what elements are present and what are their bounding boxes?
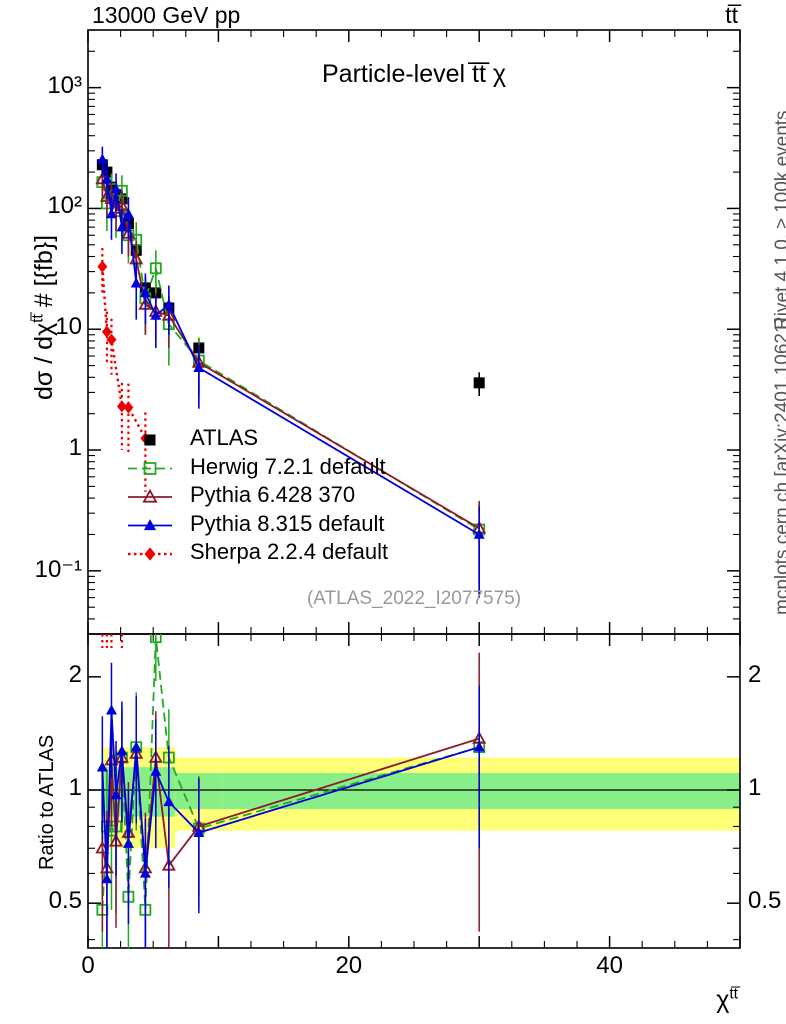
marker-triangle-filled: [110, 183, 122, 194]
marker-triangle-filled: [150, 765, 162, 776]
marker-triangle-filled: [150, 309, 162, 320]
marker-triangle-filled: [101, 173, 113, 184]
ratio-series-sherpa-offscale: [101, 634, 124, 648]
marker-square-filled: [473, 377, 485, 389]
beam-energy-label: 13000 GeV pp: [92, 2, 241, 28]
marker-triangle-filled: [163, 298, 175, 309]
y-tick-label-ratio-right: 2: [748, 660, 762, 688]
y-tick-label-main: 10: [55, 313, 82, 341]
x-tick-label: 20: [335, 952, 363, 979]
y-tick-label-ratio: 0.5: [48, 887, 82, 915]
series-pythia: [96, 146, 485, 598]
marker-diamond-filled: [116, 400, 127, 413]
ratio-series-layer: [95, 634, 487, 948]
legend-label-0[interactable]: ATLAS: [190, 425, 259, 450]
legend-label-4[interactable]: Sherpa 2.2.4 default: [190, 539, 389, 564]
rivet-version-label: Rivet 4.1.0, ≥ 100k events: [772, 110, 786, 330]
marker-triangle-filled: [105, 208, 117, 219]
marker-triangle-filled: [473, 528, 485, 539]
band-inner: [222, 772, 740, 810]
y-tick-label-main: 1: [68, 434, 82, 462]
marker-triangle-filled: [139, 867, 151, 878]
axis-ticks: [87, 29, 741, 948]
marker-triangle-filled: [193, 361, 205, 372]
process-label: tt̅: [725, 2, 738, 28]
marker-triangle-filled: [122, 837, 134, 848]
legend-label-3[interactable]: Pythia 8.315 default: [190, 510, 385, 536]
y-tick-label-ratio: 1: [68, 774, 82, 801]
marker-triangle-filled: [122, 208, 134, 219]
marker-diamond-filled: [97, 260, 108, 273]
legend-label-1[interactable]: Herwig 7.2.1 default: [190, 453, 386, 479]
plot-title: Particle-level t̅t̅ χ: [321, 60, 507, 88]
marker-triangle-filled: [116, 221, 128, 232]
y-tick-label-ratio-right: 1: [748, 774, 762, 801]
y-tick-label-main: 10²: [47, 192, 82, 220]
marker-triangle-filled: [130, 741, 142, 752]
main-series-layer: [95, 146, 487, 598]
marker-square-open: [149, 262, 162, 275]
marker-triangle-filled: [473, 741, 485, 752]
marker-triangle-filled: [130, 277, 142, 288]
ratio-line: [101, 710, 480, 879]
marker-diamond-filled: [101, 325, 112, 338]
marker-triangle-filled: [96, 761, 108, 772]
marker-diamond-filled: [106, 333, 117, 346]
band-inner: [141, 767, 150, 817]
y-tick-label-main: 10⁻¹: [34, 555, 82, 583]
marker-diamond-filled: [123, 401, 134, 414]
series-line: [101, 266, 147, 439]
marker-triangle-filled: [96, 153, 108, 164]
marker-triangle-filled: [101, 873, 113, 884]
marker-diamond-filled: [144, 547, 156, 561]
marker-triangle-filled: [143, 519, 157, 531]
mcplots-source-label: mcplots.cern.ch [arXiv:2401.10621]: [772, 317, 786, 615]
y-tick-label-main: 10³: [47, 71, 82, 99]
legend: [128, 434, 172, 561]
marker-square-open: [143, 462, 157, 475]
x-tick-label: 40: [596, 952, 623, 979]
y-axis-ratio-label: Ratio to ATLAS: [36, 734, 58, 870]
marker-triangle-filled: [163, 796, 175, 807]
ratio-series-pythia: [96, 662, 485, 948]
x-axis-label: χtt̅: [716, 985, 738, 1014]
marker-triangle-filled: [139, 287, 151, 298]
marker-triangle-open: [142, 488, 158, 503]
y-tick-label-ratio-right: 0.5: [748, 887, 782, 915]
marker-triangle-filled: [105, 704, 117, 715]
marker-triangle-filled: [110, 789, 122, 800]
marker-square-open: [149, 634, 162, 644]
legend-label-2[interactable]: Pythia 6.428 370: [190, 482, 356, 507]
analysis-id-watermark: (ATLAS_2022_I2077575): [306, 588, 522, 609]
x-tick-label: 0: [81, 952, 95, 979]
main-panel-frame: [87, 29, 741, 635]
marker-triangle-filled: [193, 826, 205, 837]
marker-triangle-filled: [116, 745, 128, 756]
y-tick-label-ratio: 2: [68, 660, 82, 688]
marker-square-filled: [144, 434, 156, 446]
